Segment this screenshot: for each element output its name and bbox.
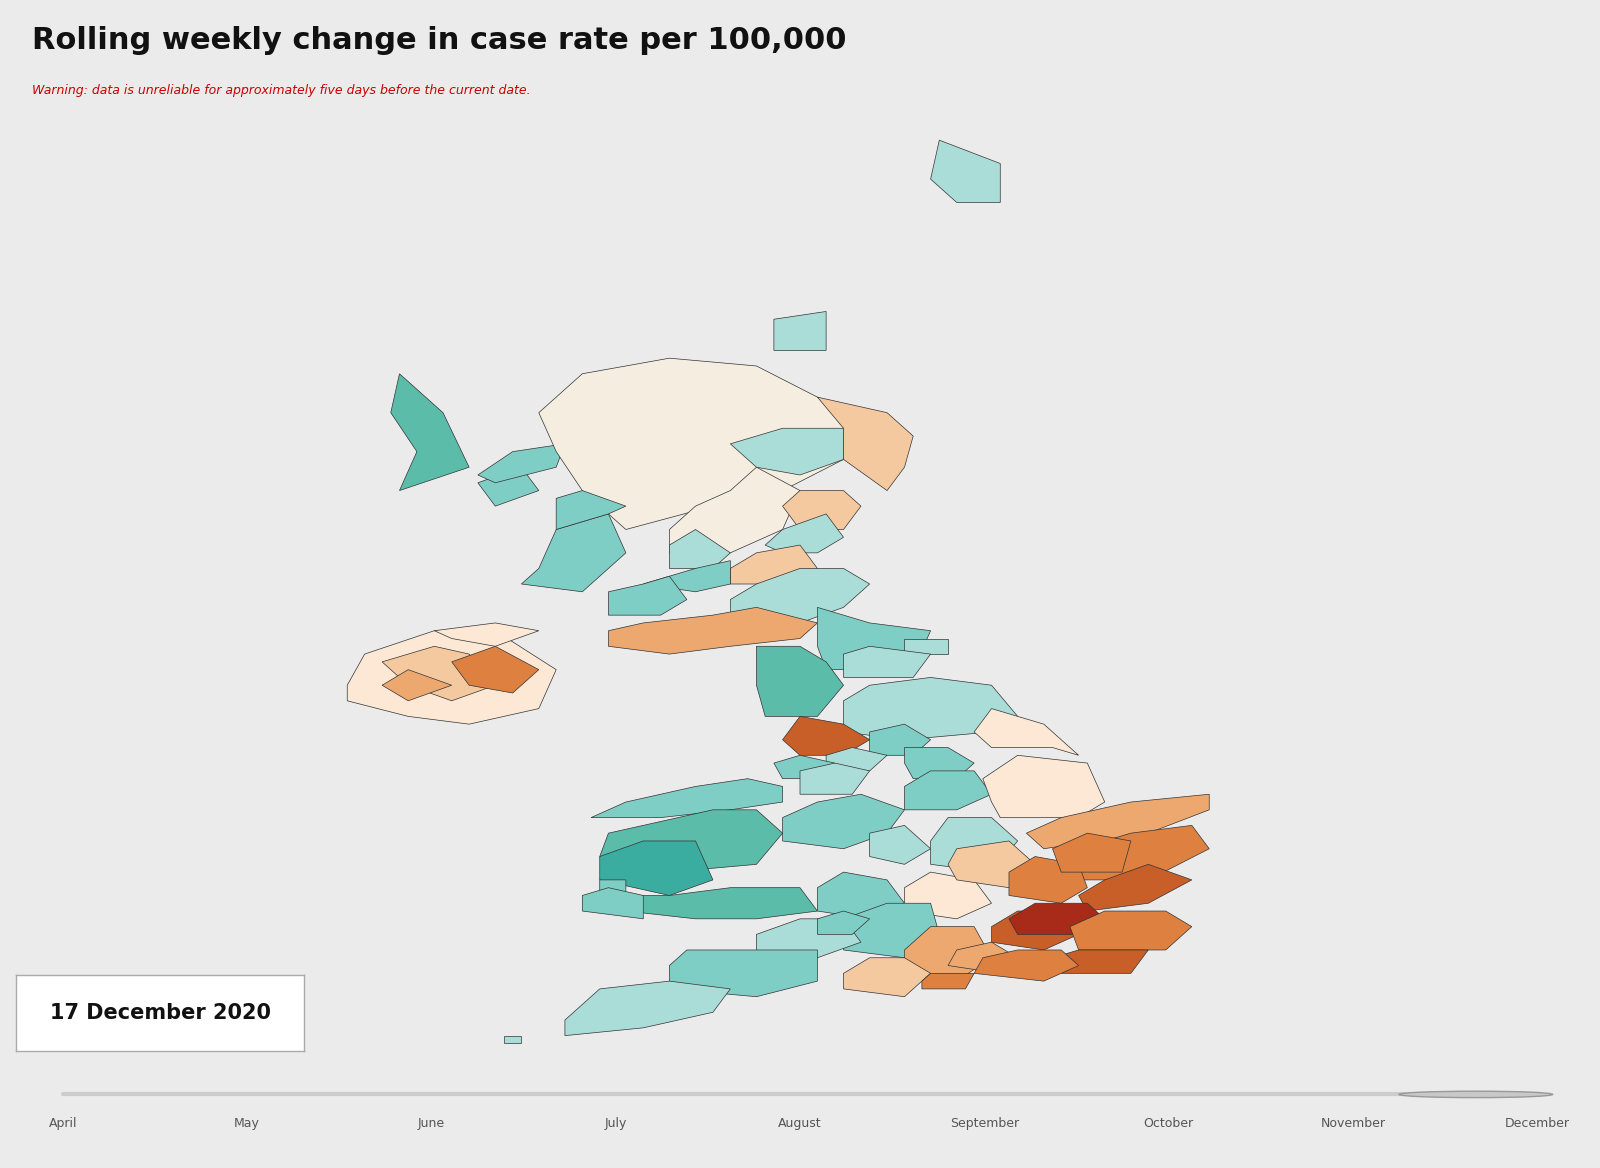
Polygon shape xyxy=(818,397,914,491)
Polygon shape xyxy=(730,569,870,623)
Text: July: July xyxy=(605,1117,627,1129)
Polygon shape xyxy=(608,576,686,616)
Polygon shape xyxy=(600,809,782,872)
Polygon shape xyxy=(626,888,818,919)
Polygon shape xyxy=(922,973,974,989)
Polygon shape xyxy=(539,359,886,529)
Polygon shape xyxy=(1078,864,1192,911)
Polygon shape xyxy=(818,607,931,669)
Polygon shape xyxy=(390,374,469,491)
Polygon shape xyxy=(818,872,904,919)
Polygon shape xyxy=(522,514,626,592)
Text: April: April xyxy=(48,1117,77,1129)
Polygon shape xyxy=(774,312,826,350)
Polygon shape xyxy=(974,709,1078,756)
Polygon shape xyxy=(826,748,886,771)
Polygon shape xyxy=(931,818,1018,872)
Text: December: December xyxy=(1504,1117,1570,1129)
Polygon shape xyxy=(643,561,730,592)
Polygon shape xyxy=(931,140,1000,202)
Polygon shape xyxy=(669,950,818,996)
Polygon shape xyxy=(382,669,451,701)
Polygon shape xyxy=(870,826,931,864)
Polygon shape xyxy=(434,623,539,646)
Polygon shape xyxy=(730,429,843,475)
Polygon shape xyxy=(904,748,974,779)
Polygon shape xyxy=(843,646,931,677)
Polygon shape xyxy=(904,771,992,809)
Polygon shape xyxy=(382,646,496,701)
Polygon shape xyxy=(669,467,800,552)
Polygon shape xyxy=(451,646,539,693)
Polygon shape xyxy=(1061,826,1210,880)
Polygon shape xyxy=(504,1036,522,1043)
Polygon shape xyxy=(478,444,565,482)
Polygon shape xyxy=(974,950,1078,981)
Polygon shape xyxy=(1010,903,1104,934)
Polygon shape xyxy=(590,779,782,818)
Polygon shape xyxy=(782,716,870,756)
Polygon shape xyxy=(774,756,835,779)
Polygon shape xyxy=(1026,794,1210,849)
Polygon shape xyxy=(600,841,714,896)
Polygon shape xyxy=(600,880,626,911)
Text: Warning: data is unreliable for approximately five days before the current date.: Warning: data is unreliable for approxim… xyxy=(32,84,531,97)
Text: May: May xyxy=(234,1117,259,1129)
Text: June: June xyxy=(418,1117,445,1129)
Polygon shape xyxy=(782,794,904,849)
Polygon shape xyxy=(1053,833,1131,872)
Polygon shape xyxy=(843,903,939,958)
Polygon shape xyxy=(870,724,931,756)
Polygon shape xyxy=(765,514,843,552)
Text: August: August xyxy=(778,1117,822,1129)
Polygon shape xyxy=(949,841,1035,888)
Polygon shape xyxy=(669,529,730,569)
Polygon shape xyxy=(904,872,992,919)
Polygon shape xyxy=(904,926,992,981)
Polygon shape xyxy=(818,911,870,934)
Circle shape xyxy=(1398,1091,1552,1098)
Polygon shape xyxy=(843,958,931,996)
Polygon shape xyxy=(582,888,643,919)
Polygon shape xyxy=(757,919,861,958)
Polygon shape xyxy=(982,756,1104,818)
Polygon shape xyxy=(1010,856,1088,903)
Polygon shape xyxy=(904,639,949,654)
Text: October: October xyxy=(1144,1117,1194,1129)
Polygon shape xyxy=(1070,911,1192,950)
Polygon shape xyxy=(992,911,1078,950)
Polygon shape xyxy=(757,646,843,716)
Text: November: November xyxy=(1320,1117,1386,1129)
Polygon shape xyxy=(347,631,557,724)
Polygon shape xyxy=(949,943,1018,973)
Polygon shape xyxy=(800,763,870,794)
Polygon shape xyxy=(782,491,861,529)
Polygon shape xyxy=(565,981,730,1036)
Polygon shape xyxy=(478,467,539,506)
Text: 17 December 2020: 17 December 2020 xyxy=(50,1003,270,1023)
Polygon shape xyxy=(843,677,1018,739)
Polygon shape xyxy=(608,607,818,654)
Polygon shape xyxy=(557,491,626,529)
Polygon shape xyxy=(1053,950,1149,973)
Polygon shape xyxy=(730,545,818,584)
Text: September: September xyxy=(950,1117,1019,1129)
Text: Rolling weekly change in case rate per 100,000: Rolling weekly change in case rate per 1… xyxy=(32,26,846,55)
